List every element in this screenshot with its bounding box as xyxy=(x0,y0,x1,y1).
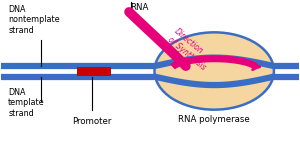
Text: DNA
template
strand: DNA template strand xyxy=(8,88,45,118)
Text: RNA: RNA xyxy=(130,3,149,12)
Text: Promoter: Promoter xyxy=(72,117,112,126)
Bar xyxy=(77,67,111,76)
Text: RNA polymerase: RNA polymerase xyxy=(178,115,250,124)
Text: Direction
of Synthesis: Direction of Synthesis xyxy=(166,27,214,72)
Text: DNA
nontemplate
strand: DNA nontemplate strand xyxy=(8,5,60,35)
Ellipse shape xyxy=(154,32,274,110)
